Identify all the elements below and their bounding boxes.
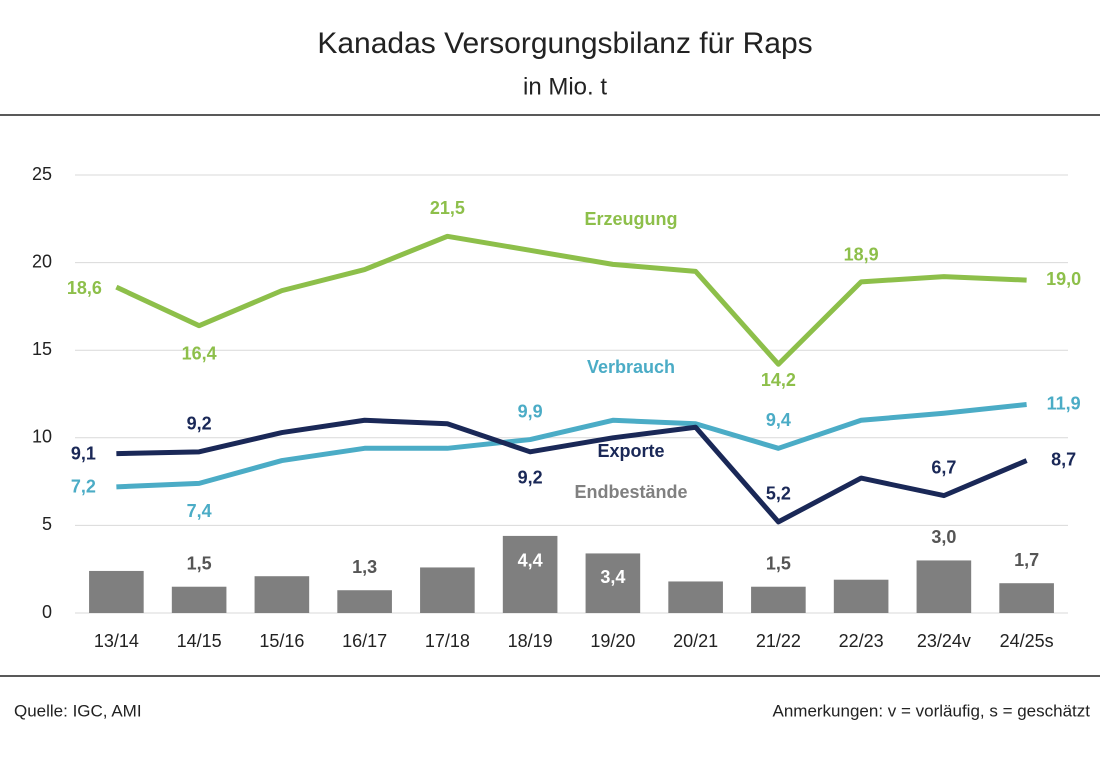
data-label: 8,7 — [1051, 449, 1076, 469]
y-tick-label: 15 — [32, 339, 52, 359]
x-tick-label: 22/23 — [839, 631, 884, 651]
bar — [999, 583, 1054, 613]
data-label: 11,9 — [1047, 393, 1081, 413]
data-label: 9,4 — [766, 410, 791, 430]
data-label: 1,5 — [187, 553, 212, 573]
data-label: 1,5 — [766, 553, 791, 573]
line — [116, 402, 1027, 490]
data-label: 1,7 — [1014, 550, 1039, 570]
bar — [89, 570, 144, 613]
series-name: Erzeugung — [585, 209, 678, 229]
data-label: 3,0 — [931, 527, 956, 547]
x-tick-label: 23/24v — [917, 631, 971, 651]
data-label: 21,5 — [430, 198, 465, 218]
x-tick-label: 19/20 — [590, 631, 635, 651]
data-label: 1,3 — [352, 557, 377, 577]
bar — [420, 567, 475, 613]
x-tick-label: 20/21 — [673, 631, 718, 651]
bar — [833, 579, 889, 613]
data-label: 19,0 — [1046, 269, 1081, 289]
bar — [254, 576, 310, 613]
data-label: 3,4 — [600, 567, 625, 587]
series-name: Exporte — [597, 441, 664, 461]
x-tick-label: 17/18 — [425, 631, 470, 651]
series-name: Endbestände — [574, 482, 687, 502]
data-label: 9,1 — [71, 443, 96, 463]
bar — [668, 581, 723, 613]
bar — [916, 560, 972, 613]
data-label: 5,2 — [766, 484, 791, 504]
data-label: 18,6 — [67, 278, 102, 298]
bar — [751, 586, 806, 613]
note: Anmerkungen: v = vorläufig, s = geschätz… — [772, 701, 1090, 720]
data-label: 14,2 — [761, 370, 796, 390]
data-label: 9,9 — [518, 401, 543, 421]
x-tick-label: 16/17 — [342, 631, 387, 651]
x-tick-label: 13/14 — [94, 631, 139, 651]
data-label: 9,2 — [187, 414, 212, 434]
data-label: 4,4 — [518, 551, 543, 571]
series-name: Verbrauch — [587, 357, 675, 377]
data-label: 18,9 — [844, 245, 879, 265]
data-label: 16,4 — [182, 343, 217, 363]
x-tick-label: 24/25s — [1000, 631, 1054, 651]
y-tick-label: 20 — [32, 251, 52, 271]
source: Quelle: IGC, AMI — [14, 701, 142, 720]
data-label: 6,7 — [931, 457, 956, 477]
x-tick-label: 18/19 — [508, 631, 553, 651]
line — [115, 233, 1027, 367]
x-tick-label: 14/15 — [177, 631, 222, 651]
chart-subtitle: in Mio. t — [523, 73, 607, 100]
bar — [585, 553, 641, 613]
x-tick-label: 15/16 — [259, 631, 304, 651]
bar — [502, 535, 558, 613]
y-tick-label: 10 — [32, 427, 52, 447]
data-label: 7,4 — [187, 501, 212, 521]
line — [116, 417, 1028, 525]
x-tick-label: 21/22 — [756, 631, 801, 651]
y-tick-label: 5 — [42, 514, 52, 534]
chart-title: Kanadas Versorgungsbilanz für Raps — [317, 27, 812, 60]
bar — [337, 590, 392, 613]
data-label: 7,2 — [71, 477, 96, 497]
bar — [171, 586, 227, 613]
data-label: 9,2 — [518, 468, 543, 488]
y-tick-label: 0 — [42, 602, 52, 622]
y-tick-label: 25 — [32, 164, 52, 184]
